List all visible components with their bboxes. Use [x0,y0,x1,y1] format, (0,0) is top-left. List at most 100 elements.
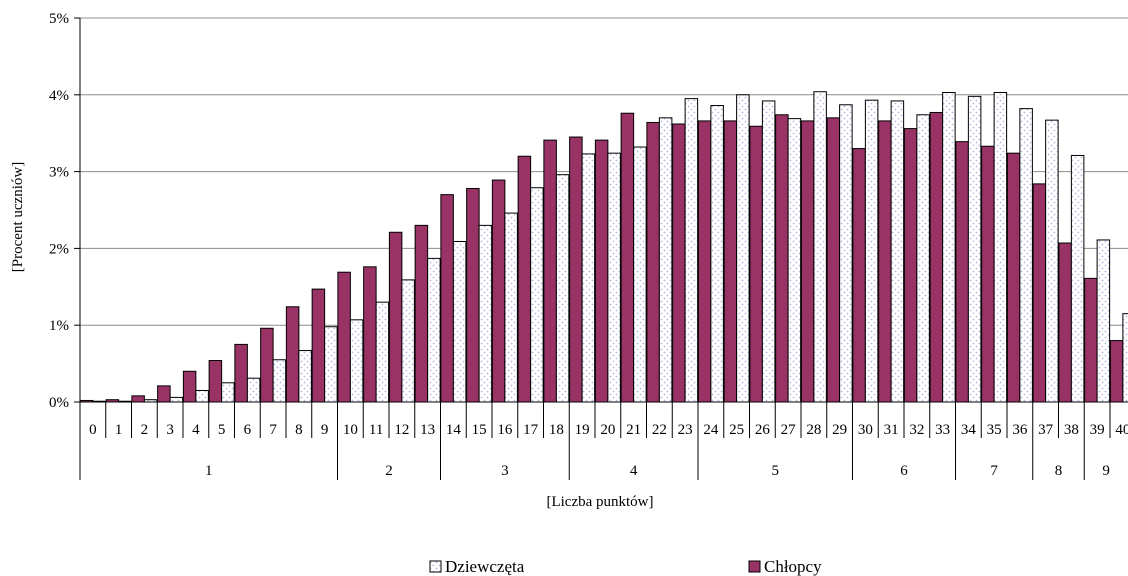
bar-chlopcy [285,306,300,403]
x-tick-label: 9 [321,422,329,438]
x-tick-label: 6 [244,422,252,438]
bar-dziewczeta [555,174,570,403]
y-tick-label: 1% [49,318,69,334]
group-label: 7 [990,463,998,479]
axes [74,17,1128,480]
x-tick-label: 3 [166,422,174,438]
bar-dziewczeta [195,389,209,403]
bar-dziewczeta [349,319,364,403]
bar-dziewczeta [787,118,802,403]
x-tick-label: 21 [626,422,641,438]
bar-dziewczeta [272,359,287,403]
bar-dziewczeta [993,91,1008,403]
bar-chlopcy [723,120,738,403]
bar-dziewczeta [581,153,596,403]
bar-chlopcy [414,224,429,403]
bar-chlopcy [852,148,866,403]
group-label: 3 [501,463,509,479]
bar-chlopcy [826,117,841,403]
bar-dziewczeta [1070,154,1085,403]
bar-chlopcy [157,385,171,403]
bar-dziewczeta [530,187,544,403]
bar-dziewczeta [839,104,853,403]
bar-dziewczeta [890,100,905,403]
x-tick-label: 26 [755,422,771,438]
bar-chlopcy [981,145,995,403]
x-tick-label: 25 [729,422,744,438]
bar-chlopcy [517,155,532,403]
bar-dziewczeta [761,100,776,403]
group-label: 8 [1055,463,1063,479]
bar-dziewczeta [658,117,673,403]
x-tick-label: 30 [858,422,873,438]
bar-chlopcy [311,288,326,403]
bars [79,91,1128,403]
x-tick-label: 5 [218,422,226,438]
bar-dziewczeta [607,152,621,403]
x-tick-label: 40 [1115,422,1128,438]
bar-chlopcy [749,125,763,403]
x-tick-label: 29 [832,422,847,438]
x-tick-label: 11 [369,422,383,438]
x-tick-label: 12 [394,422,409,438]
bar-chlopcy [440,194,454,403]
x-tick-label: 18 [549,422,564,438]
x-tick-label: 31 [884,422,899,438]
bar-dziewczeta [324,326,338,403]
bar-chlopcy [466,187,480,403]
x-tick-label: 20 [600,422,615,438]
bar-chlopcy [775,114,789,403]
bar-chlopcy [929,111,944,403]
bar-dziewczeta [1122,313,1128,403]
bar-chlopcy [1084,277,1098,403]
bar-chlopcy [491,179,506,403]
bar-chlopcy [903,128,918,403]
bar-dziewczeta [1045,119,1059,403]
x-tick-label: 15 [472,422,487,438]
bar-chlopcy [878,120,892,403]
x-tick-label: 35 [987,422,1002,438]
bar-chlopcy [182,370,197,403]
x-tick-label: 23 [678,422,693,438]
x-tick-label: 8 [295,422,303,438]
x-tick-label: 13 [420,422,435,438]
y-tick-label: 2% [49,241,69,257]
bar-dziewczeta [504,212,518,403]
bar-dziewczeta [427,257,441,403]
y-tick-label: 3% [49,165,69,181]
bar-chlopcy [260,327,274,403]
y-tick-label: 0% [49,395,69,411]
bar-dziewczeta [916,114,930,403]
y-tick-label: 4% [49,88,69,104]
group-labels: 1 2 3 4 5 6 7 8 9 [205,463,1110,479]
bar-chlopcy [208,360,223,403]
legend: Dziewczęta Chłopcy [429,557,822,576]
bar-chlopcy [646,121,660,403]
x-tick-label: 34 [961,422,977,438]
bar-dziewczeta [1019,108,1033,403]
x-tick-label: 10 [343,422,358,438]
bar-dziewczeta [246,377,261,403]
bar-chlopcy [594,139,609,403]
x-tick-label: 27 [781,422,797,438]
x-tick-label: 33 [935,422,950,438]
bar-chlopcy [388,231,403,403]
x-tick-label: 14 [446,422,462,438]
bar-chlopcy [955,141,969,403]
bar-dziewczeta [221,382,235,403]
bar-chlopcy [131,395,145,403]
bar-dziewczeta [169,396,184,403]
bar-chlopcy [800,120,815,403]
bar-chlopcy [569,136,583,403]
y-axis-label: [Procent uczniów] [10,162,26,272]
bar-chlopcy [672,123,686,403]
bar-dziewczeta [633,146,647,403]
x-tick-label: 24 [703,422,719,438]
group-label: 4 [630,463,638,479]
x-tick-label: 17 [523,422,539,438]
bar-chlopcy [697,120,712,403]
bar-dziewczeta [375,301,390,403]
group-label: 2 [385,463,393,479]
bar-chlopcy [620,112,635,403]
x-tick-label: 22 [652,422,667,438]
